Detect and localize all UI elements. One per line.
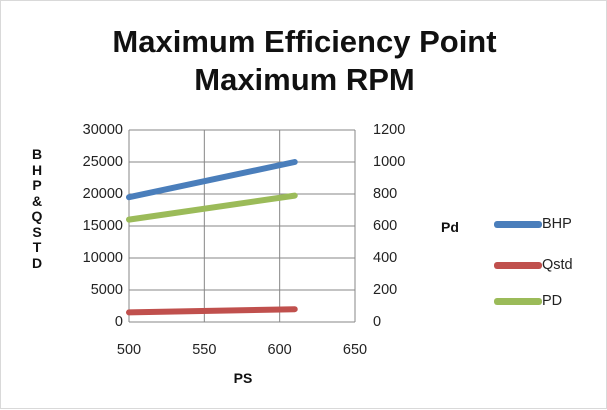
y-tick-left: 15000 <box>82 218 123 234</box>
y-tick-left: 20000 <box>82 186 123 202</box>
y-tick-right: 0 <box>373 314 382 330</box>
y-tick-right: 600 <box>373 218 398 234</box>
legend-label: PD <box>542 293 563 309</box>
x-tick: 550 <box>192 342 217 358</box>
series-line-bhp <box>126 159 298 201</box>
y-tick-left: 10000 <box>82 250 123 266</box>
legend-label: Qstd <box>542 257 573 273</box>
legend-swatch <box>494 298 542 305</box>
y-axis-left-label: BHP&QSTD <box>31 146 43 271</box>
y-tick-right: 400 <box>373 250 398 266</box>
x-tick: 650 <box>342 342 368 358</box>
y-tick-right: 200 <box>373 282 398 298</box>
y-tick-right: 1000 <box>373 154 406 170</box>
y-tick-left: 0 <box>114 314 123 330</box>
x-tick: 500 <box>116 342 142 358</box>
y-tick-left: 30000 <box>82 122 123 138</box>
series-line-qstd <box>126 306 298 316</box>
y-axis-right-label: Pd <box>441 219 459 235</box>
chart-title-line-1: Maximum Efficiency Point <box>112 24 497 59</box>
y-tick-right: 1200 <box>373 122 406 138</box>
y-tick-left: 5000 <box>90 282 123 298</box>
y-tick-right: 800 <box>373 186 398 202</box>
x-tick: 600 <box>267 342 292 358</box>
y-tick-left: 25000 <box>82 154 123 170</box>
legend-swatch <box>494 221 542 228</box>
legend-label: BHP <box>542 216 572 232</box>
legend-swatch <box>494 262 542 269</box>
series-line-pd <box>126 192 298 223</box>
chart-title-line-2: Maximum RPM <box>194 62 415 97</box>
x-axis-label: PS <box>233 370 253 386</box>
